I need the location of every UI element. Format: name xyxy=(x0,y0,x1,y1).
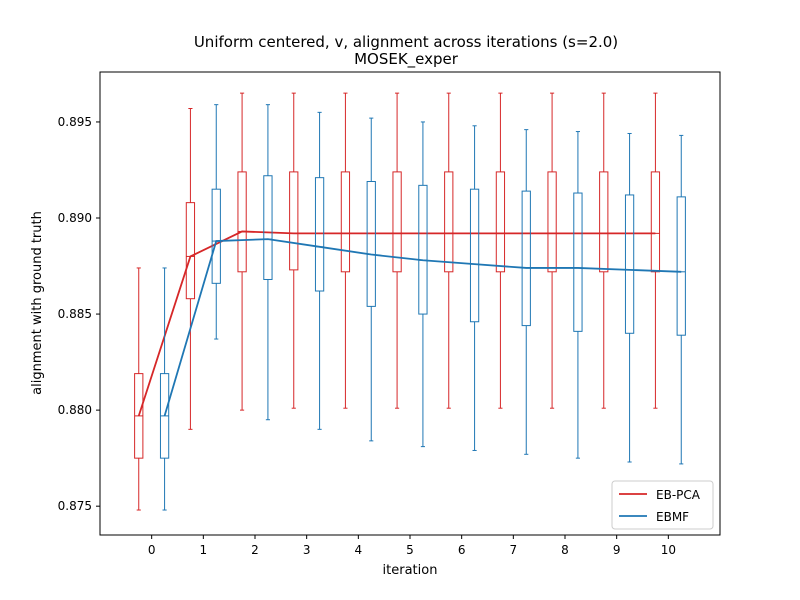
box-3 xyxy=(314,177,325,292)
chart-title: Uniform centered, v, alignment across it… xyxy=(194,33,618,51)
y-tick-label: 0.890 xyxy=(58,211,92,225)
series-median-line xyxy=(163,238,682,417)
series-0 xyxy=(134,92,661,511)
box-10 xyxy=(676,196,686,336)
box-4 xyxy=(366,181,376,307)
box-9 xyxy=(624,194,635,334)
axes-frame xyxy=(99,71,721,536)
plot-area xyxy=(134,92,686,511)
x-tick-label: 10 xyxy=(661,543,676,557)
box-2 xyxy=(263,175,273,280)
box-3 xyxy=(289,171,299,271)
box-1 xyxy=(185,202,196,300)
y-tick-label: 0.895 xyxy=(58,115,92,129)
box-8 xyxy=(573,192,583,332)
x-tick-label: 8 xyxy=(561,543,569,557)
legend-box xyxy=(611,480,714,530)
box-5 xyxy=(418,184,428,315)
box-2 xyxy=(237,171,247,273)
x-tick-label: 1 xyxy=(200,543,208,557)
x-tick-label: 7 xyxy=(510,543,518,557)
y-tick-label: 0.875 xyxy=(58,499,92,513)
chart-subtitle: MOSEK_exper xyxy=(354,50,459,69)
x-tick-label: 6 xyxy=(458,543,466,557)
x-tick-label: 0 xyxy=(148,543,156,557)
legend-label: EBMF xyxy=(656,510,689,524)
x-axis-label: iteration xyxy=(383,563,438,578)
legend: EB-PCA EBMF xyxy=(611,480,714,530)
box-10 xyxy=(650,171,661,273)
box-6 xyxy=(444,171,454,273)
box-4 xyxy=(340,171,351,273)
x-axis: 0 1 2 3 4 5 6 7 8 9 10 xyxy=(148,535,676,557)
y-axis-label: alignment with ground truth xyxy=(30,211,45,395)
box-7 xyxy=(521,190,531,327)
x-tick-label: 4 xyxy=(355,543,363,557)
x-tick-label: 2 xyxy=(251,543,259,557)
legend-label: EB-PCA xyxy=(656,488,701,502)
box-9 xyxy=(599,171,609,273)
y-axis: 0.875 0.880 0.885 0.890 0.895 xyxy=(58,115,100,513)
x-tick-label: 9 xyxy=(613,543,621,557)
box-6 xyxy=(469,188,480,323)
x-tick-label: 5 xyxy=(406,543,414,557)
box-7 xyxy=(495,171,506,273)
series-1 xyxy=(159,104,686,511)
series-median-line xyxy=(137,230,656,417)
box-1 xyxy=(211,188,221,284)
y-tick-label: 0.880 xyxy=(58,403,92,417)
y-tick-label: 0.885 xyxy=(58,307,92,321)
box-5 xyxy=(392,171,402,273)
x-tick-label: 3 xyxy=(303,543,311,557)
box-8 xyxy=(547,171,557,273)
